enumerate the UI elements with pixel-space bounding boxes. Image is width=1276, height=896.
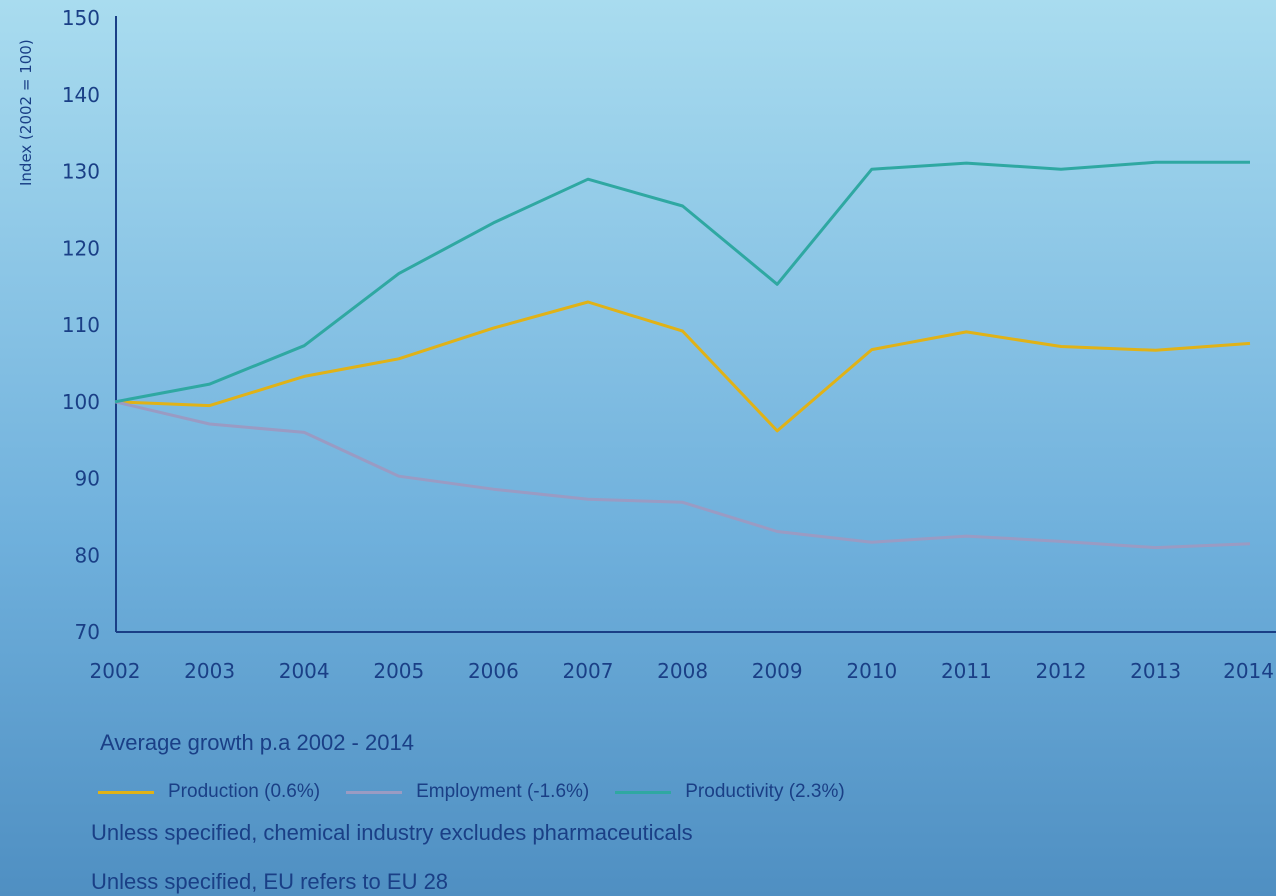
legend-item-employment: Employment (-1.6%): [346, 781, 589, 803]
series-line-1: [114, 400, 1251, 550]
x-axis-ticks: 2002 2003 2004 2005 2006 2007 2008 2009 2010 2011…: [90, 659, 1274, 683]
legend-item-production: Production (0.6%): [98, 781, 320, 803]
series-lines: [114, 160, 1251, 550]
y-tick-label: 130: [62, 160, 100, 184]
legend: Production (0.6%) Employment (-1.6%) Pro…: [98, 781, 871, 803]
legend-item-productivity: Productivity (2.3%): [615, 781, 845, 803]
y-tick-label: 80: [75, 543, 100, 567]
legend-swatch-employment: [346, 790, 403, 794]
y-tick-label: 140: [62, 83, 100, 107]
legend-label-employment: Employment (-1.6%): [416, 781, 590, 802]
footnote-eu28: Unless specified, EU refers to EU 28: [91, 869, 449, 894]
x-tick-label: 2002: [90, 659, 141, 683]
legend-title: Average growth p.a 2002 - 2014: [100, 730, 414, 755]
legend-swatch-productivity: [615, 790, 672, 794]
y-tick-label: 150: [62, 6, 100, 30]
legend-swatch-production: [98, 790, 154, 794]
x-tick-label: 2003: [184, 659, 235, 683]
x-tick-label: 2004: [279, 659, 330, 683]
x-tick-label: 2007: [563, 659, 614, 683]
chart-axes: [115, 16, 1276, 633]
y-tick-label: 70: [75, 620, 100, 644]
series-line-2: [114, 160, 1250, 404]
x-tick-label: 2006: [468, 659, 519, 683]
series-line-0: [114, 300, 1251, 433]
y-axis-label: Index (2002 = 100): [17, 39, 35, 186]
y-tick-label: 110: [62, 313, 100, 337]
y-tick-label: 90: [75, 467, 100, 491]
y-tick-label: 120: [62, 236, 100, 260]
x-tick-label: 2009: [752, 659, 803, 683]
x-tick-label: 2005: [373, 659, 424, 683]
x-tick-label: 2008: [657, 659, 708, 683]
x-tick-label: 2011: [941, 659, 992, 683]
footnote-pharmaceuticals: Unless specified, chemical industry excl…: [91, 820, 693, 845]
x-tick-label: 2010: [846, 659, 897, 683]
x-tick-label: 2013: [1130, 659, 1181, 683]
legend-label-production: Production (0.6%): [168, 781, 321, 802]
y-tick-label: 100: [62, 390, 100, 414]
legend-label-productivity: Productivity (2.3%): [685, 781, 845, 802]
y-axis-ticks: 70 80 90 100 110 120 130 140 150: [62, 6, 100, 644]
x-tick-label: 2012: [1036, 659, 1087, 683]
x-tick-label: 2014: [1223, 659, 1274, 683]
